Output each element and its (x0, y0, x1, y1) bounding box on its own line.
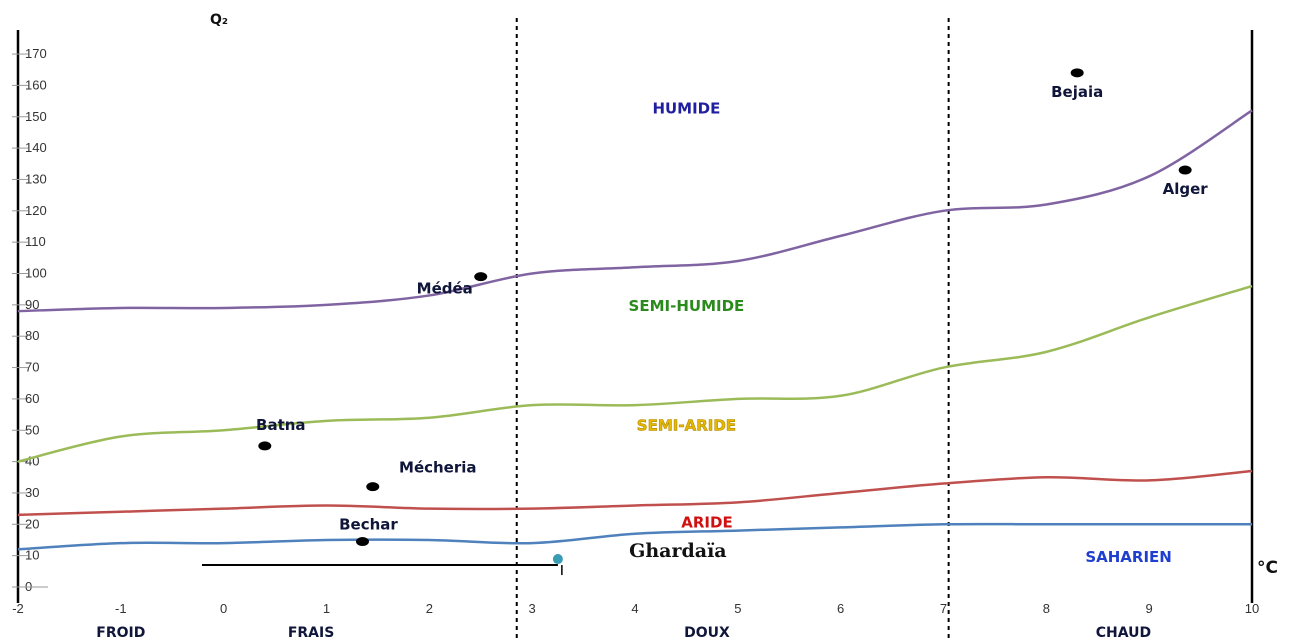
station-marker (366, 482, 380, 492)
station-marker (1178, 165, 1192, 175)
x-tick-label: -1 (115, 601, 127, 616)
zone-label: SEMI-ARIDE (637, 416, 736, 434)
y-tick-label: 30 (25, 485, 39, 500)
y-tick-label: 80 (25, 328, 39, 343)
station-label: Mécheria (399, 459, 477, 477)
x-tick-label: 7 (940, 601, 947, 616)
season-label: FRAIS (288, 625, 334, 641)
zone-label: HUMIDE (652, 100, 720, 118)
x-tick-label: 2 (426, 601, 433, 616)
zone-label: SAHARIEN (1085, 548, 1172, 566)
boundary-curve-2 (17, 284, 1253, 463)
station-label: Médéa (417, 280, 473, 298)
y-tick-label: 90 (25, 297, 39, 312)
station-label: Bejaia (1051, 83, 1103, 101)
station-marker (1070, 68, 1084, 78)
station-marker (258, 441, 272, 451)
x-axis-unit-label: °C (1257, 558, 1278, 578)
season-label: CHAUD (1096, 625, 1151, 641)
x-tick-label: 0 (220, 601, 227, 616)
station-label: Ghardaïa (629, 540, 727, 562)
y-tick-label: 170 (25, 46, 47, 61)
station-label: Alger (1163, 180, 1209, 198)
y-tick-label: 60 (25, 391, 39, 406)
y-tick-label: 130 (25, 171, 47, 186)
x-tick-label: 6 (837, 601, 844, 616)
station-marker (355, 537, 369, 547)
x-tick-label: 10 (1245, 601, 1259, 616)
y-axis-label: Q₂ (210, 12, 228, 28)
station-label: Bechar (339, 516, 398, 534)
x-tick-label: 1 (323, 601, 330, 616)
station-marker (474, 272, 488, 282)
y-tick-label: 70 (25, 360, 39, 375)
x-tick-label: 9 (1146, 601, 1153, 616)
y-tick-label: 160 (25, 77, 47, 92)
y-tick-label: 10 (25, 548, 39, 563)
x-tick-label: 4 (631, 601, 638, 616)
y-tick-label: 20 (25, 516, 39, 531)
boundary-curve-3 (17, 469, 1253, 517)
season-label: FROID (96, 625, 145, 641)
boundary-curve-1 (17, 109, 1253, 313)
y-tick-label: 150 (25, 109, 47, 124)
zone-label: ARIDE (681, 513, 732, 531)
boundary-curve-4 (17, 522, 1252, 551)
x-tick-label: 3 (529, 601, 536, 616)
x-tick-label: 5 (734, 601, 741, 616)
y-tick-label: 50 (25, 422, 39, 437)
zone-label: SEMI-HUMIDE (629, 297, 745, 315)
station-label: Batna (256, 416, 306, 434)
y-tick-label: 140 (25, 140, 47, 155)
y-tick-label: 100 (25, 266, 47, 281)
x-tick-label: -2 (12, 601, 24, 616)
ghardaia-marker (552, 554, 563, 565)
season-label: DOUX (684, 625, 730, 641)
x-tick-label: 8 (1043, 601, 1050, 616)
y-tick-label: 110 (25, 234, 46, 249)
y-tick-label: 120 (25, 203, 47, 218)
